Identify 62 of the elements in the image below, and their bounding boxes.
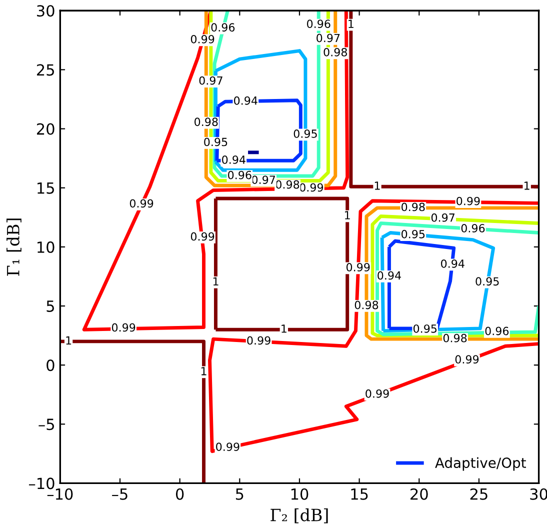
y-tick-label: 20 (36, 123, 54, 135)
annotation: 0.98 (276, 180, 300, 189)
annotation: 0.94 (378, 271, 401, 280)
annotation: 0.96 (306, 20, 330, 28)
annotation: 0.95 (204, 138, 228, 146)
annotation: 0.99 (216, 442, 240, 451)
annotation: 1 (348, 20, 354, 28)
y-tick-label: –5 (38, 418, 54, 430)
annotation: 0.99 (455, 355, 479, 364)
annotation: 0.96 (485, 326, 509, 336)
annotation: 0.97 (252, 176, 276, 184)
annotation: 0.95 (413, 324, 437, 333)
annotation: 1 (345, 211, 350, 220)
legend-label: Adaptive/Opt (435, 457, 526, 471)
annotation: 0.98 (194, 118, 218, 126)
annotation: 0.96 (228, 170, 252, 180)
annotation: 0.95 (294, 129, 317, 138)
annotation: 1 (374, 182, 380, 190)
annotation: 0.98 (402, 202, 425, 212)
y-tick-label: –10 (28, 478, 54, 490)
x-tick-label: 15 (351, 488, 368, 500)
annotation: 0.96 (461, 224, 485, 232)
annotation: 0.99 (346, 263, 370, 272)
annotation: 0.98 (443, 334, 467, 342)
annotation: 1 (282, 324, 286, 333)
annotation: 0.99 (112, 323, 136, 332)
annotation: 0.97 (431, 213, 454, 222)
y-tick-label: 10 (38, 241, 54, 253)
annotation: 0.94 (441, 259, 464, 268)
annotation: 0.95 (476, 277, 499, 286)
x-tick-label: 5 (236, 488, 244, 500)
annotation: 1 (66, 336, 72, 344)
annotation: 0.99 (366, 389, 389, 398)
annotation: 0.94 (222, 155, 246, 164)
annotation: 1 (213, 277, 218, 286)
annotation: 0.97 (199, 76, 222, 85)
x-tick-label: 10 (291, 488, 308, 500)
annotation: 1 (524, 182, 530, 190)
annotation: 0.99 (190, 232, 214, 241)
annotation: 0.99 (300, 183, 324, 192)
annotation: 0.95 (402, 230, 425, 238)
y-tick-label: 0 (46, 360, 54, 372)
y-tick-label: 25 (36, 64, 54, 76)
annotation: 0.98 (324, 48, 347, 56)
x-axis-title: Γ₂ [dB] (270, 508, 328, 524)
annotation: 0.99 (190, 34, 214, 44)
annotation: 0.94 (234, 96, 258, 105)
x-tick-label: 25 (470, 488, 488, 500)
annotation: 0.99 (456, 196, 480, 206)
annotation: 0.96 (211, 23, 235, 32)
annotation: 0.99 (130, 199, 154, 208)
annotation: 0.99 (247, 336, 270, 345)
y-tick-label: 30 (37, 5, 54, 17)
y-tick-label: 5 (46, 300, 54, 312)
x-tick-label: –5 (112, 488, 128, 500)
annotation: 1 (201, 367, 206, 376)
annotation: 0.97 (316, 34, 340, 42)
y-axis-title: Γ₁ [dB] (6, 218, 22, 276)
x-tick-label: 20 (410, 488, 428, 500)
annotation: 0.98 (354, 300, 378, 310)
x-tick-label: 0 (176, 488, 184, 500)
y-tick-label: 15 (38, 182, 54, 194)
